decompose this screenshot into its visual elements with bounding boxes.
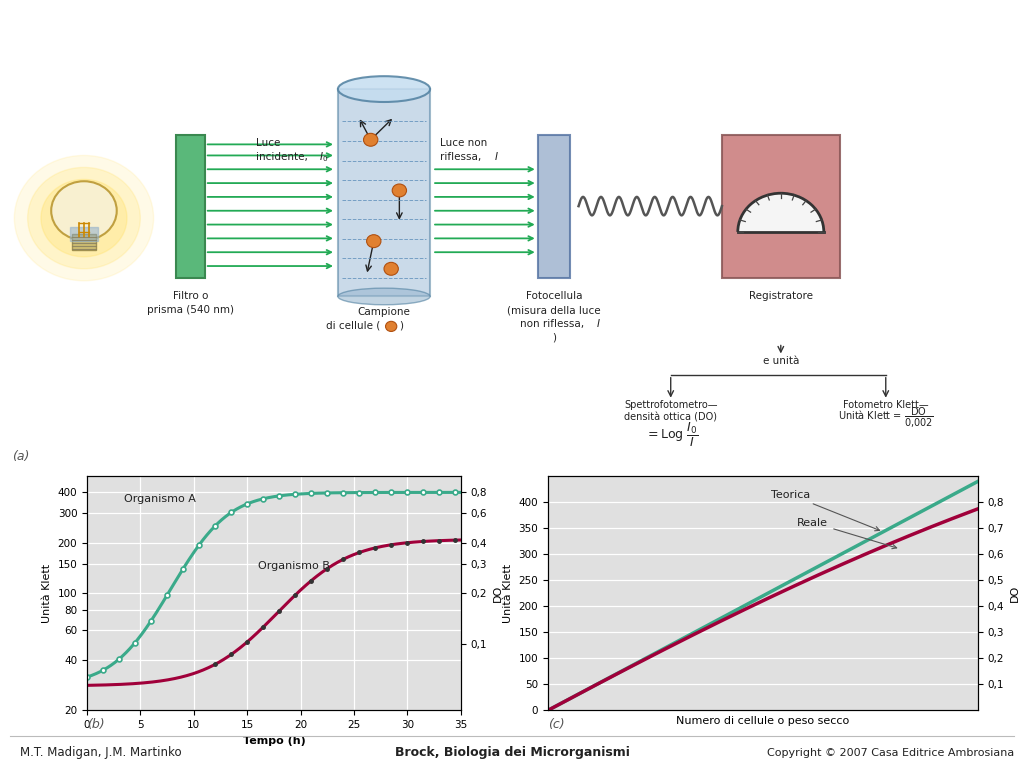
Circle shape (41, 180, 127, 257)
Text: densità ottica (DO): densità ottica (DO) (625, 413, 717, 423)
X-axis label: Tempo (h): Tempo (h) (243, 736, 305, 746)
Text: Spettrofotometro—: Spettrofotometro— (624, 400, 718, 410)
Text: Reale: Reale (798, 518, 897, 548)
Ellipse shape (338, 76, 430, 102)
Ellipse shape (338, 288, 430, 305)
Wedge shape (737, 194, 823, 232)
Circle shape (384, 263, 398, 275)
Text: non riflessa,: non riflessa, (520, 319, 588, 329)
Y-axis label: DO: DO (493, 584, 503, 602)
Text: $I$: $I$ (596, 317, 601, 329)
Circle shape (392, 184, 407, 197)
Bar (72, 233, 96, 250)
Text: Fotometro Klett—: Fotometro Klett— (843, 400, 929, 410)
Text: Organismo B: Organismo B (258, 561, 330, 571)
Text: Copyright © 2007 Casa Editrice Ambrosiana: Copyright © 2007 Casa Editrice Ambrosian… (767, 749, 1014, 759)
Text: Filtro o: Filtro o (173, 291, 208, 301)
Text: $= \mathrm{Log}\ \dfrac{I_0}{I}$: $= \mathrm{Log}\ \dfrac{I_0}{I}$ (645, 421, 698, 449)
Text: Organismo A: Organismo A (125, 494, 197, 504)
Y-axis label: DO: DO (1010, 584, 1020, 602)
Text: Luce: Luce (256, 138, 281, 148)
Text: M.T. Madigan, J.M. Martinko: M.T. Madigan, J.M. Martinko (20, 746, 182, 760)
Text: Teorica: Teorica (771, 490, 880, 531)
Text: ): ) (399, 321, 403, 331)
Bar (176, 135, 205, 278)
Text: (c): (c) (548, 718, 564, 731)
Bar (70, 227, 98, 241)
Text: Luce non: Luce non (440, 138, 487, 148)
Circle shape (367, 235, 381, 247)
Text: Brock, Biologia dei Microrganismi: Brock, Biologia dei Microrganismi (394, 746, 630, 760)
Y-axis label: Unità Klett: Unità Klett (42, 564, 52, 623)
Bar (722, 135, 840, 278)
Y-axis label: Unità Klett: Unità Klett (503, 564, 513, 623)
Text: Campione: Campione (357, 307, 411, 317)
Text: e unità: e unità (763, 356, 799, 366)
Text: riflessa,: riflessa, (440, 152, 484, 162)
Circle shape (14, 155, 154, 281)
Bar (338, 89, 430, 296)
Text: ): ) (552, 333, 556, 343)
X-axis label: Numero di cellule o peso secco: Numero di cellule o peso secco (676, 716, 850, 726)
Circle shape (385, 321, 397, 332)
Text: prisma (540 nm): prisma (540 nm) (147, 305, 233, 315)
Text: (misura della luce: (misura della luce (507, 305, 601, 315)
Circle shape (364, 134, 378, 146)
Text: Fotocellula: Fotocellula (525, 291, 583, 301)
Text: (a): (a) (12, 449, 30, 462)
Text: $I$: $I$ (494, 150, 499, 162)
Bar (538, 135, 570, 278)
Text: Unità Klett = $\dfrac{\mathrm{DO}}{0{,}002}$: Unità Klett = $\dfrac{\mathrm{DO}}{0{,}0… (838, 406, 934, 430)
Text: Registratore: Registratore (749, 291, 813, 301)
Text: (b): (b) (87, 718, 104, 731)
Circle shape (28, 167, 140, 269)
Text: di cellule (: di cellule ( (327, 321, 380, 331)
Text: $I_0$: $I_0$ (319, 150, 329, 164)
Text: incidente,: incidente, (256, 152, 311, 162)
Circle shape (51, 181, 117, 240)
